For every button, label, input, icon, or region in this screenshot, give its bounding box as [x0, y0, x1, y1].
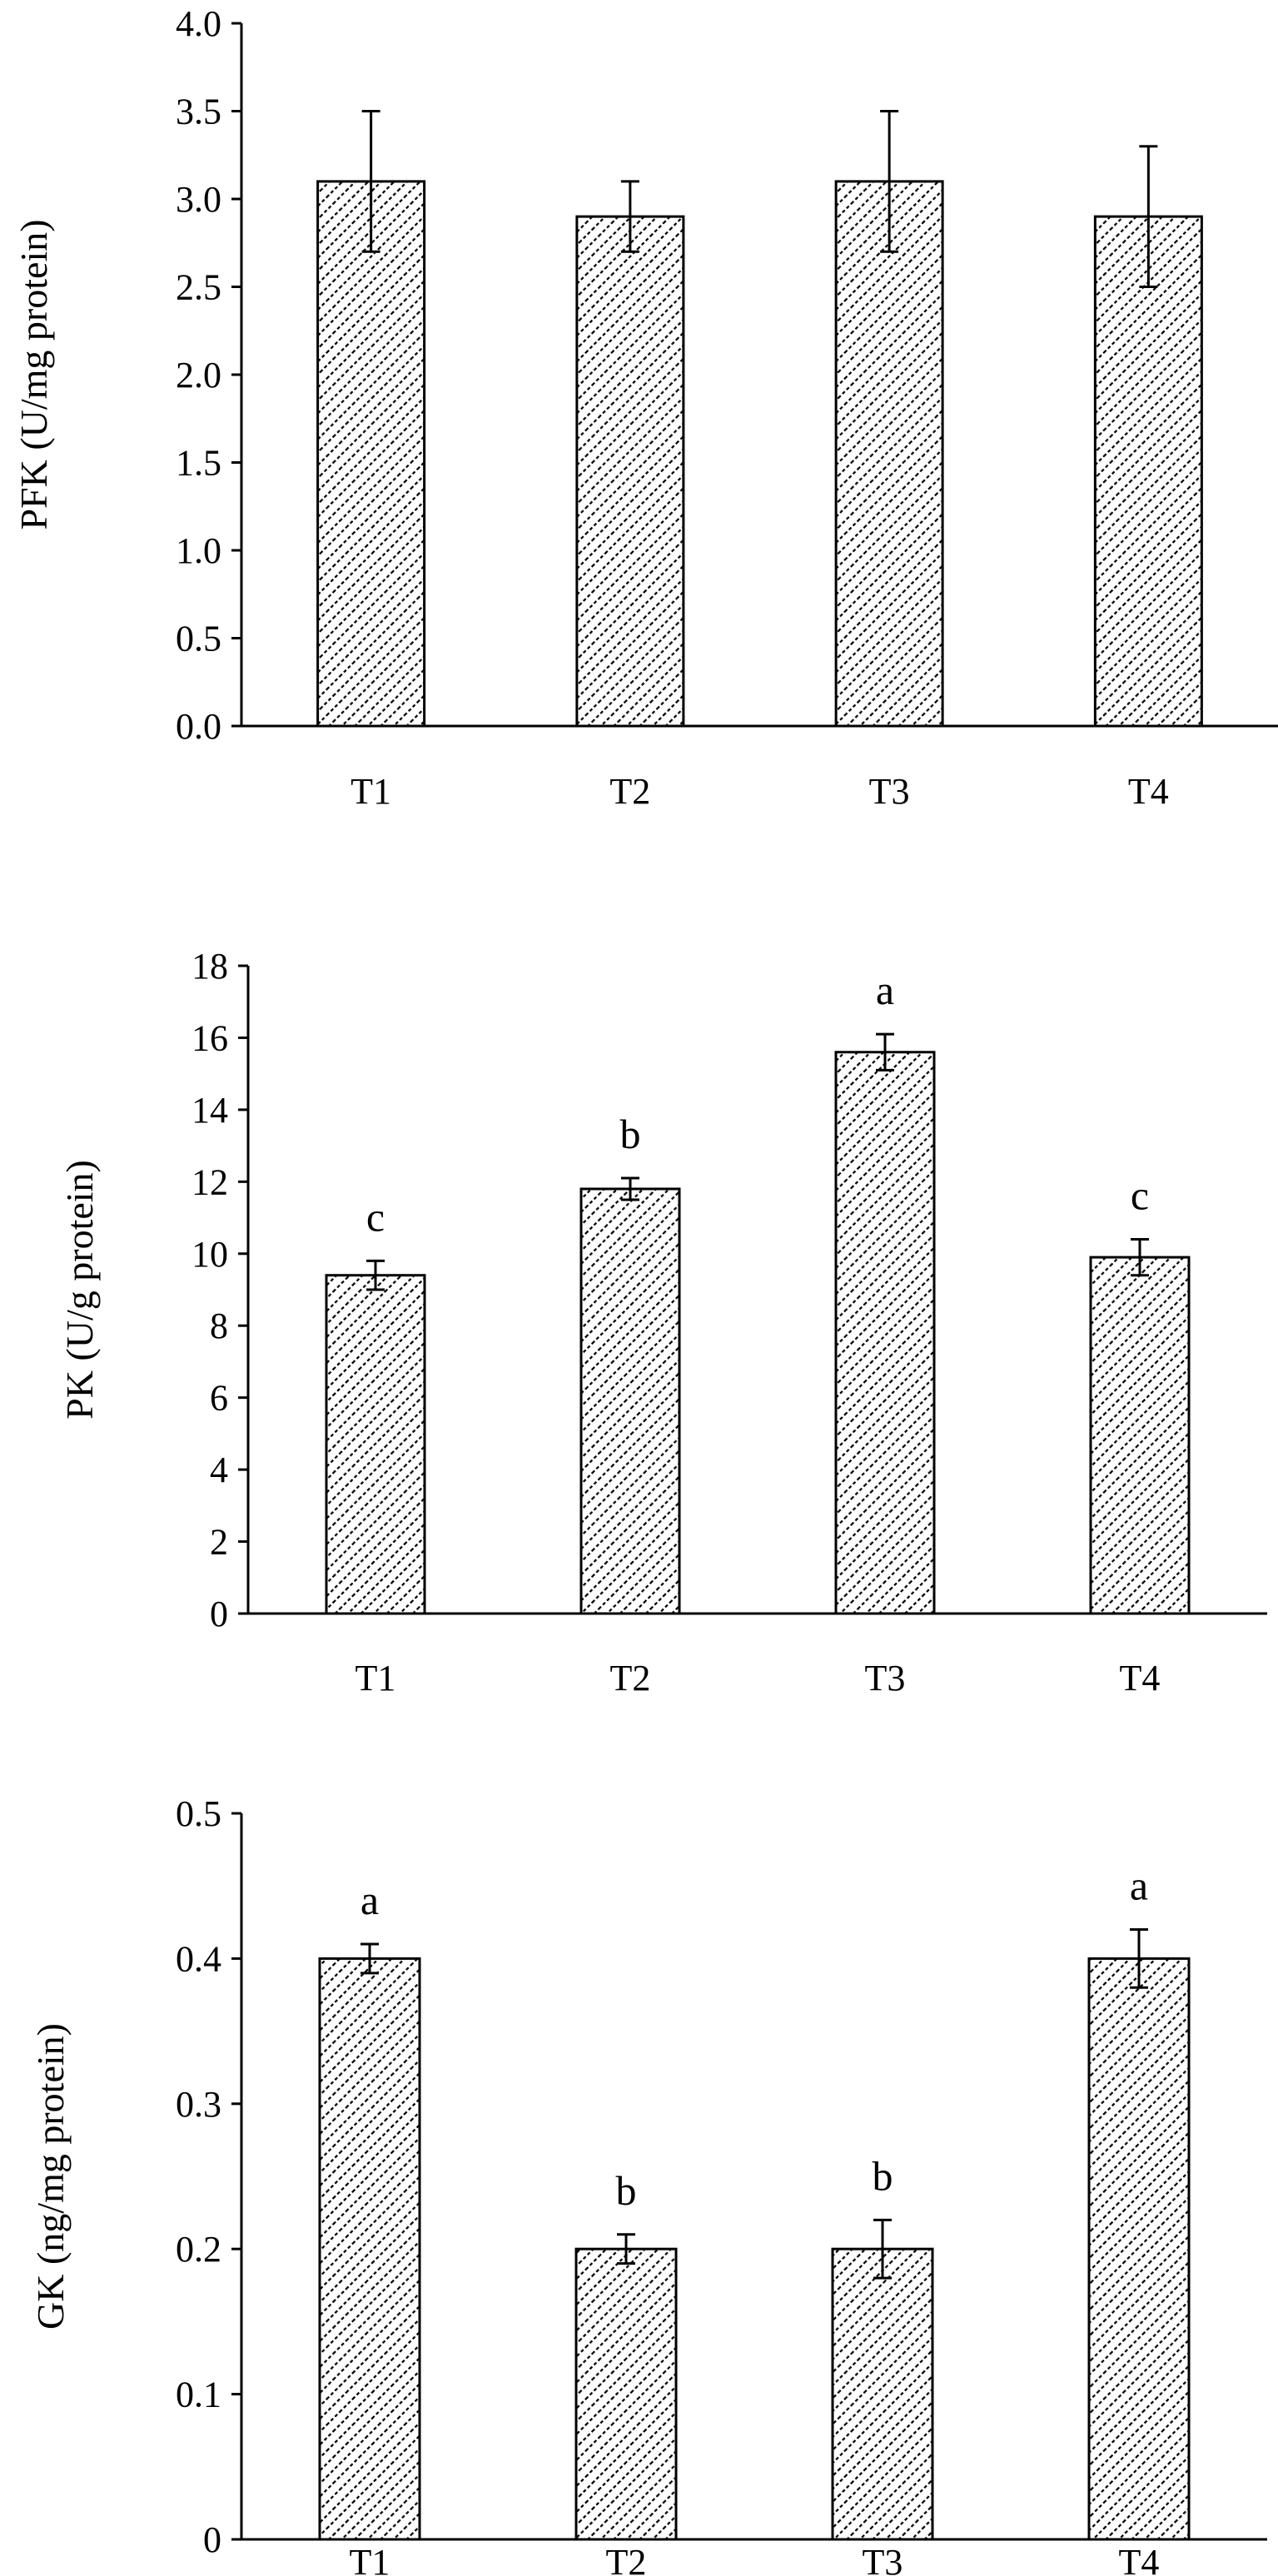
chart-pk: c T1 b T2 a T3 c T4 0 2 4 6 8 10 12 14 16 18 PK (U/g prote…	[58, 946, 1267, 1698]
x-tick-label: T4	[1119, 2542, 1160, 2576]
significance-label: a	[1130, 1862, 1148, 1909]
y-axis-label: PK (U/g protein)	[58, 1160, 101, 1420]
y-tick-label: 0.0	[176, 706, 221, 747]
y-tick-label: 2	[210, 1522, 228, 1563]
x-tick-label: T4	[1120, 1658, 1161, 1698]
y-tick-label: 3.5	[176, 92, 221, 132]
y-tick-label: 0.5	[176, 619, 221, 659]
significance-label: c	[366, 1193, 385, 1240]
significance-label: a	[876, 967, 894, 1013]
y-tick-label: 1.0	[176, 530, 221, 571]
y-tick-label: 16	[191, 1017, 228, 1058]
x-tick-label: T2	[606, 2542, 647, 2576]
y-tick-label: 2.0	[176, 355, 221, 395]
y-tick-label: 12	[191, 1161, 228, 1202]
y-tick-label: 0	[203, 2519, 221, 2560]
bar	[316, 180, 426, 728]
y-axis-label: PFK (U/mg protein)	[12, 219, 55, 530]
bar	[834, 1051, 936, 1615]
significance-label: b	[873, 2152, 893, 2199]
y-tick-label: 0.4	[176, 1938, 221, 1979]
x-tick-label: T3	[865, 1658, 906, 1698]
y-tick-label: 3.0	[176, 179, 221, 220]
x-tick-label: T1	[351, 771, 391, 812]
x-tick-label: T1	[350, 2542, 390, 2576]
significance-label: b	[620, 1111, 641, 1157]
bar	[1087, 1957, 1191, 2541]
bar	[579, 1187, 681, 1615]
bar	[1093, 215, 1203, 728]
bar	[574, 2247, 678, 2541]
bar	[1089, 1256, 1191, 1615]
bar	[318, 1957, 421, 2541]
significance-label: a	[361, 1877, 379, 1923]
y-tick-label: 18	[191, 946, 228, 987]
y-tick-label: 0.1	[176, 2375, 221, 2415]
y-tick-label: 0.5	[176, 1793, 221, 1834]
significance-label: c	[1131, 1171, 1149, 1218]
y-tick-label: 4.0	[176, 3, 221, 44]
x-tick-label: T1	[356, 1658, 396, 1698]
y-tick-label: 1.5	[176, 443, 221, 484]
bar	[834, 180, 944, 728]
bar	[831, 2247, 934, 2541]
y-axis-label: GK (ng/mg protein)	[29, 2023, 72, 2330]
y-tick-label: 0	[210, 1594, 228, 1634]
y-tick-label: 2.5	[176, 267, 221, 308]
y-tick-label: 10	[191, 1234, 228, 1275]
x-tick-label: T3	[863, 2542, 903, 2576]
y-tick-label: 14	[191, 1090, 228, 1131]
y-tick-label: 6	[210, 1378, 228, 1419]
y-tick-label: 0.2	[176, 2229, 221, 2270]
bar	[325, 1274, 426, 1615]
x-tick-label: T2	[609, 771, 650, 812]
chart-pfk: T1 T2 T3 T4 0.0 0.5 1.0 1.5 2.0 2.5 3.0 3.5 4.0 PFK (…	[12, 3, 1278, 812]
significance-label: b	[616, 2167, 637, 2214]
y-tick-label: 4	[210, 1450, 228, 1490]
x-tick-label: T2	[610, 1658, 651, 1698]
y-tick-label: 0.3	[176, 2084, 221, 2125]
y-tick-label: 8	[210, 1305, 228, 1346]
x-tick-label: T4	[1128, 771, 1169, 812]
x-tick-label: T3	[869, 771, 910, 812]
bar	[575, 215, 685, 728]
chart-gk: a T1 b T2 b T3 a T4 0 0.1 0.2 0.3 0.4 0.5 GK (ng/mg pr…	[29, 1793, 1267, 2576]
